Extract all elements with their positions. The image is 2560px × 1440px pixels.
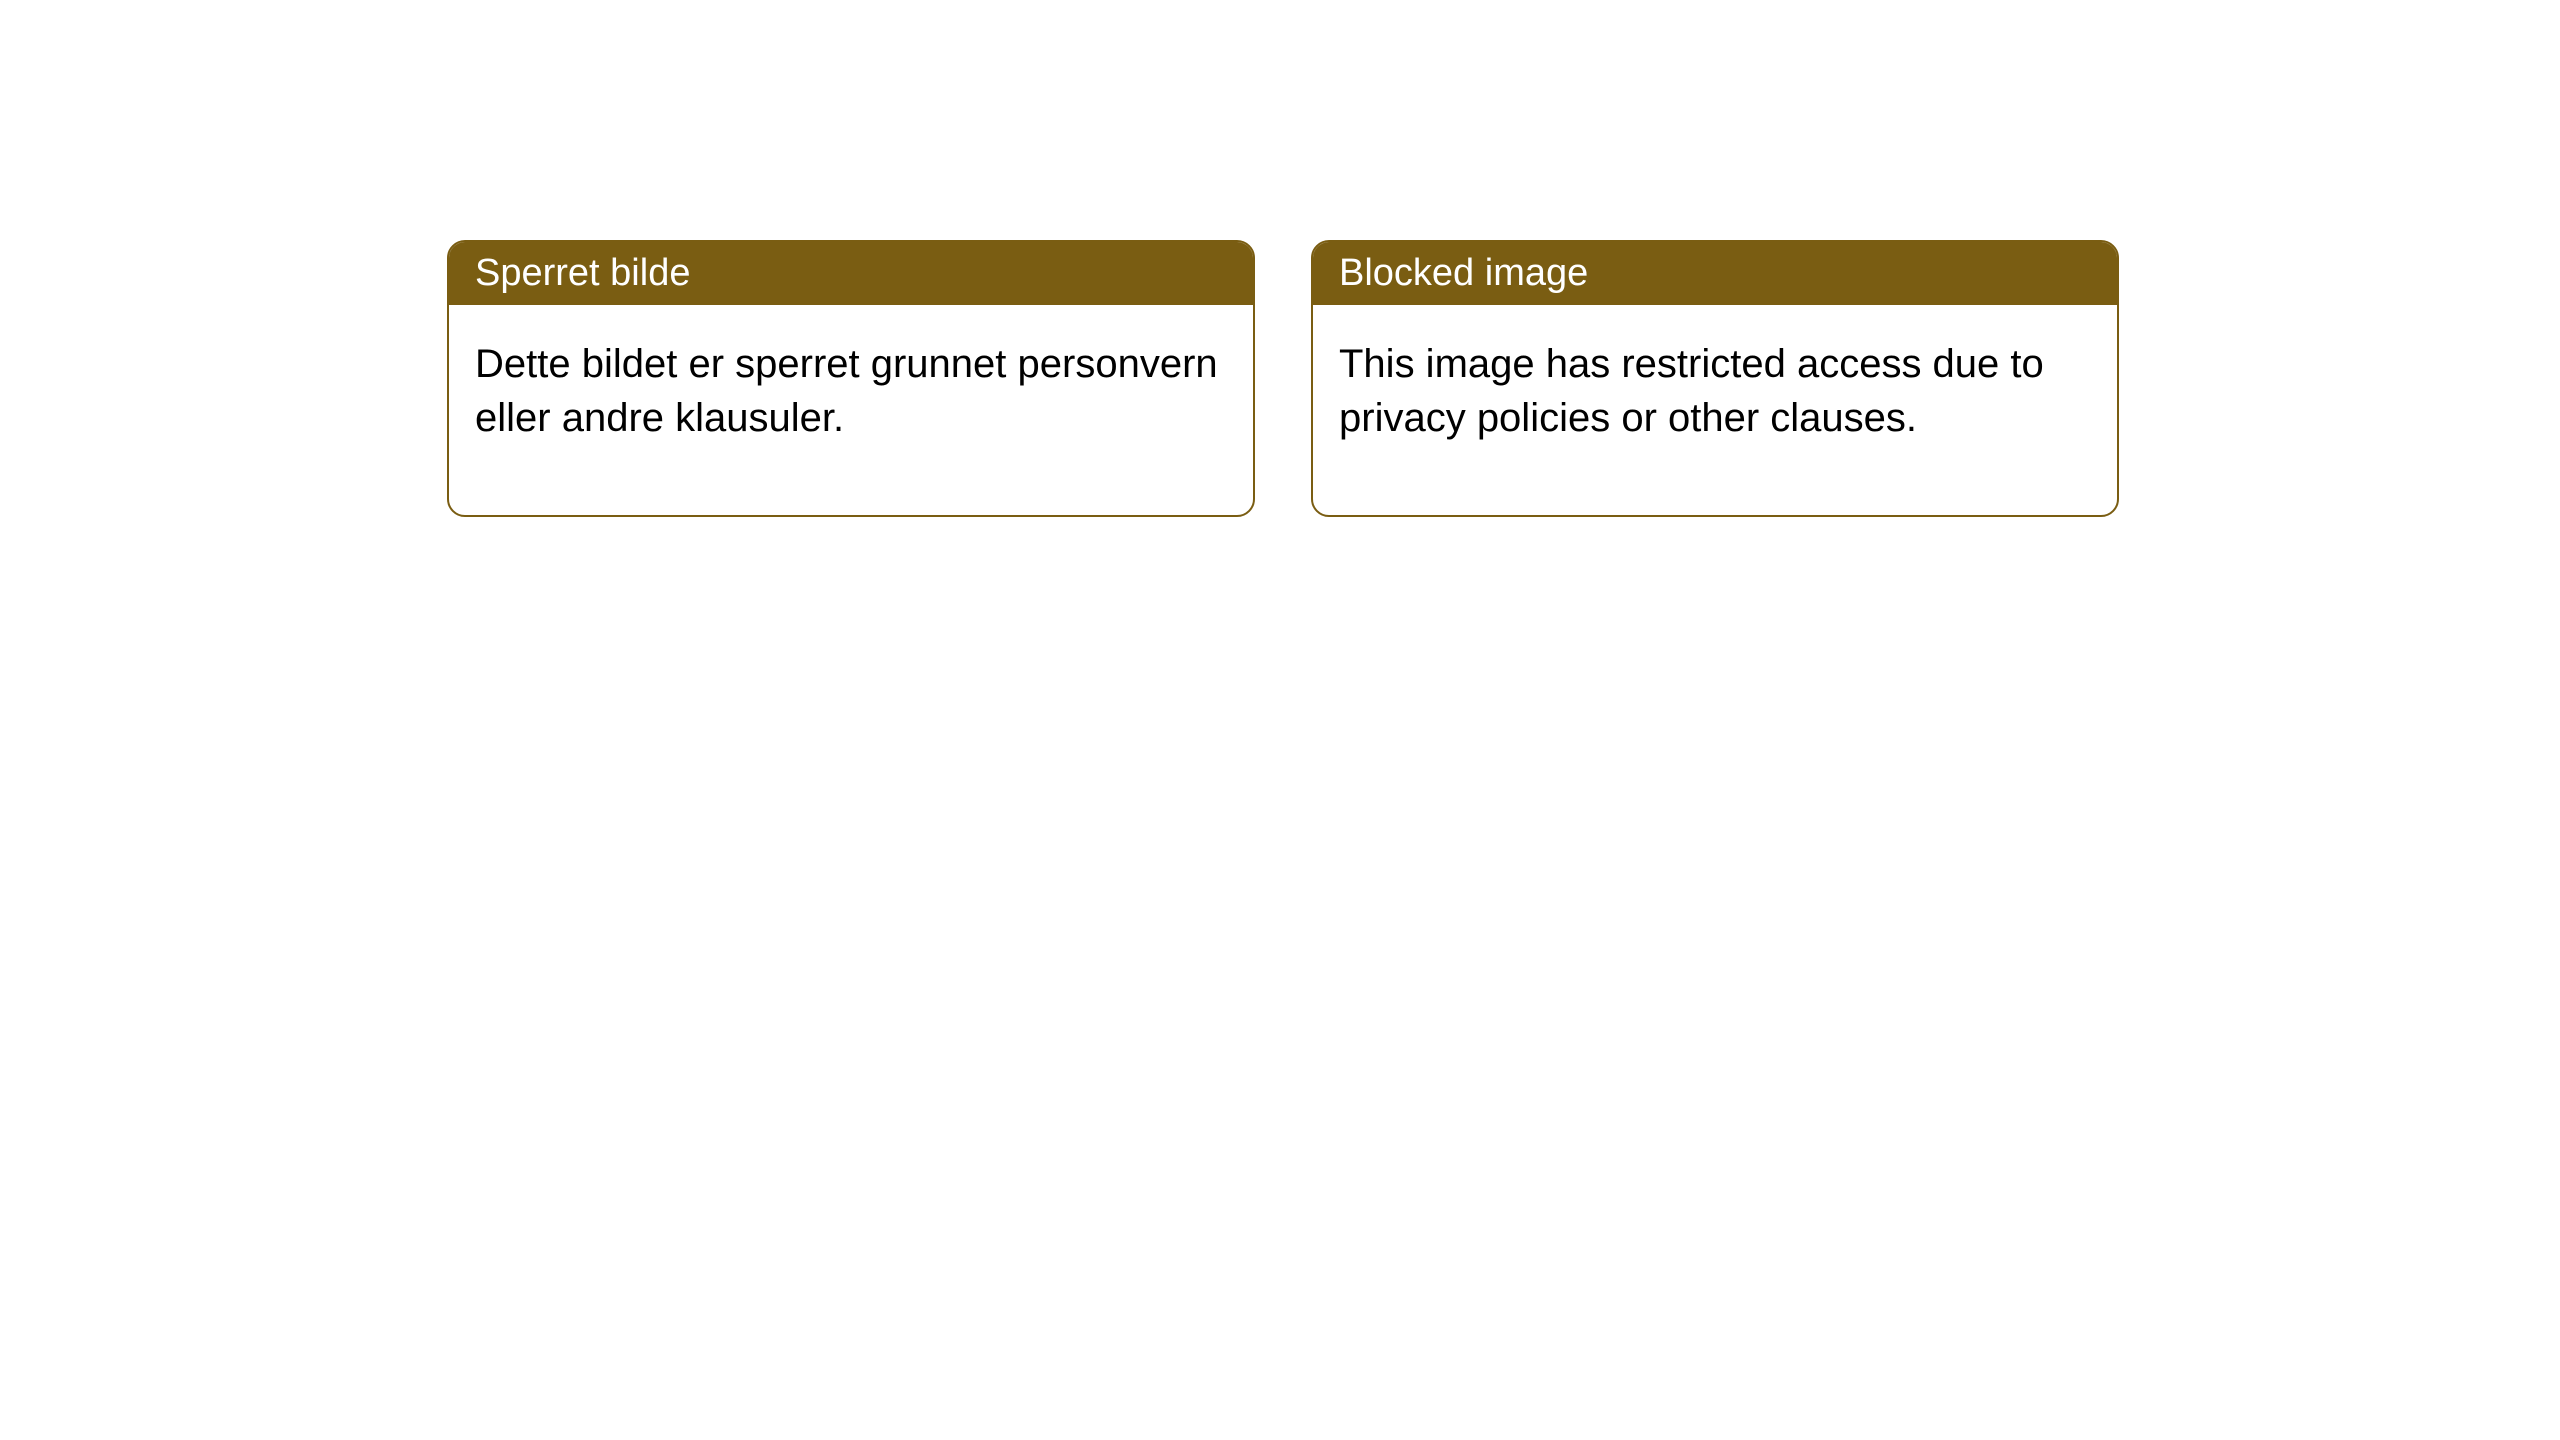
blocked-image-notice-container: Sperret bilde Dette bildet er sperret gr…: [447, 240, 2119, 517]
blocked-image-card-en: Blocked image This image has restricted …: [1311, 240, 2119, 517]
card-header-en: Blocked image: [1313, 242, 2117, 305]
blocked-image-card-no: Sperret bilde Dette bildet er sperret gr…: [447, 240, 1255, 517]
card-body-en: This image has restricted access due to …: [1313, 305, 2117, 515]
card-header-no: Sperret bilde: [449, 242, 1253, 305]
card-body-no: Dette bildet er sperret grunnet personve…: [449, 305, 1253, 515]
